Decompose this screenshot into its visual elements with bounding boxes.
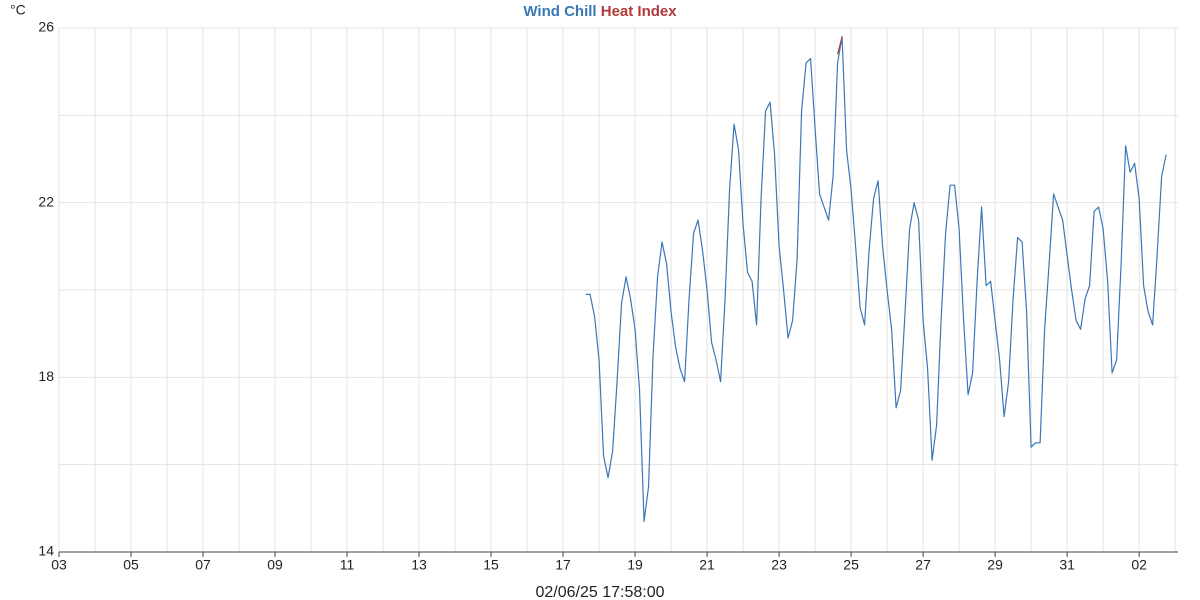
x-tick-label: 25 xyxy=(843,557,859,573)
x-tick-label: 15 xyxy=(483,557,499,573)
y-unit: °C xyxy=(10,2,26,18)
legend-entry: Heat Index xyxy=(601,3,678,20)
y-tick-label: 22 xyxy=(38,193,54,209)
x-tick-label: 02 xyxy=(1131,557,1147,573)
x-tick-label: 13 xyxy=(411,557,427,573)
x-tick-label: 03 xyxy=(51,557,67,573)
y-tick-label: 26 xyxy=(38,19,54,35)
legend: Wind Chill Heat Index xyxy=(523,3,677,20)
x-axis-label: 02/06/25 17:58:00 xyxy=(535,584,664,600)
x-tick-label: 17 xyxy=(555,557,571,573)
y-tick-label: 18 xyxy=(38,368,54,384)
x-tick-label: 19 xyxy=(627,557,643,573)
legend-entry: Wind Chill xyxy=(523,3,596,20)
x-tick-label: 05 xyxy=(123,557,139,573)
line-series xyxy=(836,36,843,55)
x-tick-label: 09 xyxy=(267,557,283,573)
x-tick-label: 23 xyxy=(771,557,787,573)
x-tick-label: 07 xyxy=(195,557,211,573)
y-tick-label: 14 xyxy=(38,543,54,559)
x-tick-label: 31 xyxy=(1059,557,1075,573)
x-tick-label: 21 xyxy=(699,557,715,573)
x-tick-label: 29 xyxy=(987,557,1003,573)
x-tick-label: 27 xyxy=(915,557,931,573)
line-series xyxy=(585,36,1167,523)
x-tick-label: 11 xyxy=(340,557,355,573)
